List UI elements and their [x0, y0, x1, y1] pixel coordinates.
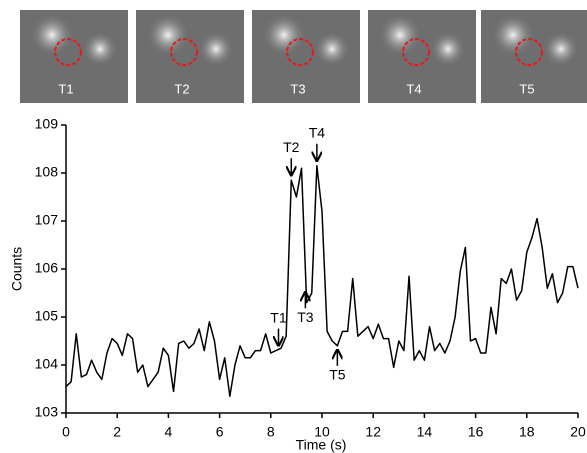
image-blob: [262, 13, 306, 57]
annotation: T3: [297, 309, 314, 325]
roi-circle: [286, 38, 314, 66]
x-tick-label: 2: [113, 424, 121, 440]
image-blob: [198, 31, 234, 67]
image-blob: [314, 31, 350, 67]
image-blob: [30, 13, 74, 57]
y-tick-label: 106: [35, 260, 59, 276]
x-tick-label: 20: [570, 424, 586, 440]
x-tick-label: 18: [519, 424, 535, 440]
data-line: [65, 165, 579, 397]
x-tick-label: 4: [165, 424, 173, 440]
roi-circle: [170, 38, 198, 66]
annotation: T5: [329, 367, 346, 383]
x-tick-label: 12: [365, 424, 381, 440]
image-label: T1: [58, 81, 73, 96]
x-tick-label: 14: [417, 424, 433, 440]
image-blob: [82, 31, 118, 67]
y-tick-label: 108: [35, 164, 59, 180]
roi-circle: [515, 38, 543, 66]
y-tick-label: 107: [35, 212, 59, 228]
x-tick-label: 10: [314, 424, 330, 440]
annotation: T2: [283, 139, 300, 155]
annotation: T1: [270, 309, 287, 325]
x-tick-label: 16: [468, 424, 484, 440]
x-tick-label: 8: [267, 424, 275, 440]
annotation: T4: [309, 125, 326, 141]
y-axis-label: Counts: [9, 247, 25, 291]
image-strip: T1 T2 T3 T4 T5: [20, 10, 587, 103]
image-blob: [146, 13, 190, 57]
roi-circle: [402, 38, 430, 66]
image-label: T3: [290, 81, 305, 96]
x-tick-label: 0: [62, 424, 70, 440]
y-tick-label: 103: [35, 404, 59, 420]
image-label: T2: [174, 81, 189, 96]
image-label: T4: [406, 81, 421, 96]
image-blob: [430, 31, 466, 67]
x-axis-label: Time (s): [296, 437, 347, 453]
y-tick-label: 109: [35, 116, 59, 132]
x-tick-label: 6: [216, 424, 224, 440]
roi-circle: [54, 38, 82, 66]
y-tick-label: 105: [35, 308, 59, 324]
image-blob: [543, 31, 579, 67]
image-label: T5: [519, 81, 534, 96]
y-tick-label: 104: [35, 356, 59, 372]
image-blob: [378, 13, 422, 57]
plot: 103 104 105 106 107 108 109 0 2 4 6 8 10 12 14 16 18 20 T1…: [35, 116, 586, 440]
image-blob: [491, 13, 535, 57]
